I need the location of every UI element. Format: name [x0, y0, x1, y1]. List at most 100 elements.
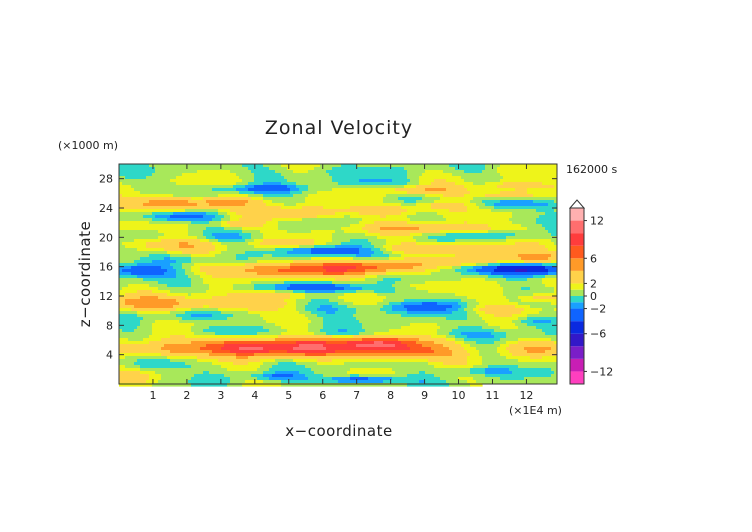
field-cell	[401, 203, 417, 207]
field-cell	[242, 227, 279, 231]
field-cell	[236, 182, 249, 186]
field-cell	[461, 176, 504, 180]
field-cell	[119, 227, 189, 231]
field-cell	[446, 188, 468, 192]
field-cell	[335, 245, 363, 249]
field-cell	[416, 239, 438, 243]
field-cell	[464, 203, 477, 207]
field-cell	[545, 275, 557, 279]
colorbar-swatch	[570, 208, 584, 221]
field-cell	[422, 263, 462, 267]
field-cell	[296, 185, 309, 189]
field-cell	[482, 362, 557, 366]
field-cell	[119, 275, 138, 279]
field-cell	[236, 257, 249, 261]
field-cell	[506, 341, 519, 345]
field-cell	[422, 302, 438, 306]
field-cell	[119, 302, 126, 306]
field-cell	[200, 266, 255, 270]
field-cell	[554, 341, 557, 345]
field-cell	[515, 323, 528, 327]
field-cell	[212, 233, 240, 237]
colorbar-swatch	[570, 358, 584, 372]
field-cell	[176, 260, 192, 264]
colorbar-tick-label: 2	[590, 277, 597, 290]
field-cell	[551, 302, 557, 306]
field-cell	[221, 242, 249, 246]
field-cell	[410, 323, 438, 327]
x-tick-label: 6	[319, 389, 326, 402]
field-cell	[362, 263, 423, 267]
field-cell	[332, 179, 360, 183]
field-cell	[431, 203, 465, 207]
field-cell	[125, 365, 141, 369]
chart-title: Zonal Velocity	[265, 117, 413, 139]
field-cell	[305, 293, 345, 297]
field-cell	[455, 341, 465, 345]
field-cell	[338, 329, 348, 333]
field-cell	[326, 332, 360, 336]
field-cell	[161, 338, 276, 342]
field-cell	[377, 302, 390, 306]
field-cell	[248, 194, 264, 198]
field-cell	[263, 347, 294, 351]
field-cell	[230, 224, 264, 228]
field-cell	[215, 254, 237, 258]
field-cell	[236, 188, 249, 192]
field-cell	[326, 353, 453, 357]
field-cell	[248, 188, 291, 192]
field-cell	[446, 335, 456, 339]
field-cell	[341, 164, 357, 168]
field-cell	[290, 188, 300, 192]
field-cell	[491, 227, 528, 231]
field-cell	[323, 272, 345, 276]
field-cell	[284, 305, 297, 309]
field-cell	[161, 266, 174, 270]
field-cell	[149, 377, 162, 381]
field-cell	[539, 311, 557, 315]
field-cell	[167, 218, 213, 222]
field-cell	[125, 302, 180, 306]
field-cell	[362, 338, 399, 342]
field-cell	[155, 170, 198, 174]
field-cell	[461, 272, 480, 276]
field-cell	[449, 332, 462, 336]
field-cell	[536, 221, 557, 225]
field-cell	[257, 377, 270, 381]
field-cell	[215, 248, 228, 252]
field-cell	[125, 245, 147, 249]
field-cell	[362, 323, 411, 327]
field-cell	[254, 179, 288, 183]
field-cell	[173, 194, 219, 198]
field-cell	[530, 305, 557, 309]
field-cell	[422, 344, 444, 348]
field-cell	[482, 170, 498, 174]
field-cell	[407, 374, 435, 378]
field-cell	[131, 185, 234, 189]
field-cell	[125, 176, 147, 180]
field-cell	[119, 299, 126, 303]
field-cell	[281, 326, 309, 330]
field-cell	[119, 368, 141, 372]
field-cell	[452, 173, 501, 177]
field-cell	[263, 374, 273, 378]
field-cell	[461, 344, 471, 348]
field-cell	[203, 278, 336, 282]
field-cell	[356, 164, 450, 168]
field-cell	[215, 215, 225, 219]
field-cell	[494, 329, 543, 333]
field-cell	[227, 293, 291, 297]
field-cell	[305, 353, 327, 357]
field-cell	[536, 218, 557, 222]
field-cell	[206, 212, 219, 216]
field-cell	[386, 239, 417, 243]
field-cell	[395, 371, 420, 375]
field-cell	[524, 260, 552, 264]
field-cell	[326, 269, 348, 273]
field-cell	[551, 254, 557, 258]
field-cell	[527, 278, 543, 282]
field-cell	[209, 251, 222, 255]
field-cell	[185, 311, 222, 315]
field-cell	[284, 299, 297, 303]
field-cell	[248, 362, 264, 366]
